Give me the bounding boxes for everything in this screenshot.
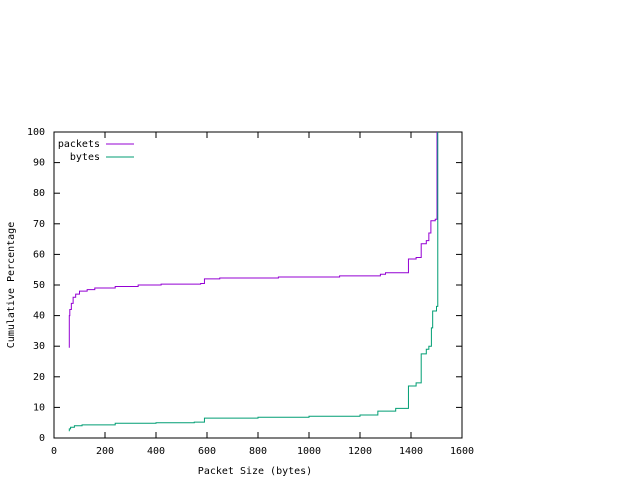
y-tick-label: 0 <box>39 433 45 444</box>
y-tick-label: 30 <box>33 341 45 352</box>
x-tick-label: 200 <box>96 446 114 457</box>
y-tick-label: 10 <box>33 402 45 413</box>
x-tick-label: 600 <box>198 446 216 457</box>
y-tick-label: 60 <box>33 249 45 260</box>
x-axis-label: Packet Size (bytes) <box>198 466 312 477</box>
x-tick-label: 1600 <box>450 446 474 457</box>
x-tick-label: 400 <box>147 446 165 457</box>
x-tick-label: 1400 <box>399 446 423 457</box>
y-axis-label: Cumulative Percentage <box>6 222 17 348</box>
plot-border <box>53 131 463 439</box>
y-tick-label: 90 <box>33 158 45 169</box>
series-line <box>68 132 438 348</box>
series-line <box>68 132 439 432</box>
y-tick-label: 70 <box>33 219 45 230</box>
y-tick-label: 20 <box>33 372 45 383</box>
y-tick-label: 100 <box>27 127 45 138</box>
legend-label: packets <box>58 139 100 150</box>
y-tick-label: 40 <box>33 311 45 322</box>
y-tick-label: 80 <box>33 188 45 199</box>
legend-label: bytes <box>70 152 100 163</box>
y-tick-label: 50 <box>33 280 45 291</box>
x-tick-label: 0 <box>51 446 57 457</box>
x-tick-label: 1200 <box>348 446 372 457</box>
x-tick-label: 800 <box>249 446 267 457</box>
x-tick-label: 1000 <box>297 446 321 457</box>
